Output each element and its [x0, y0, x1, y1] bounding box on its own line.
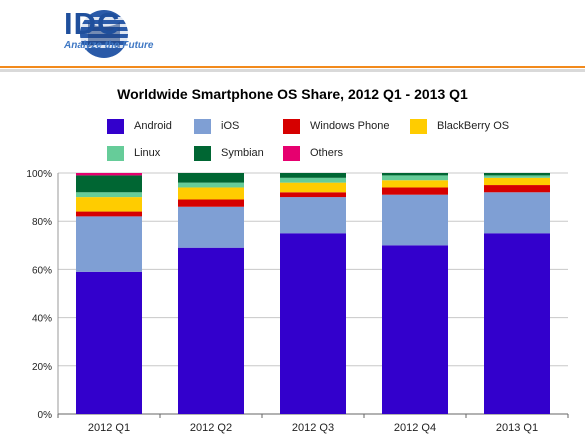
- legend-swatch: [194, 118, 211, 134]
- x-tick-label: 2012 Q1: [88, 422, 130, 434]
- legend-item-blackberry-os: BlackBerry OS: [410, 118, 509, 134]
- header-rule: [0, 66, 585, 68]
- bar-segment-windows-phone: [484, 185, 550, 193]
- bar-segment-windows-phone: [178, 199, 244, 207]
- bar-segment-ios: [484, 192, 550, 234]
- legend-swatch: [410, 118, 427, 134]
- bar-segment-android: [178, 247, 244, 414]
- y-tick-label: 80%: [32, 217, 52, 228]
- bar-segment-windows-phone: [382, 187, 448, 195]
- legend-swatch: [107, 118, 124, 134]
- bar-segment-ios: [76, 216, 142, 272]
- legend-label: BlackBerry OS: [437, 120, 510, 132]
- legend-item-symbian: Symbian: [194, 145, 264, 161]
- legend-label: Android: [134, 120, 172, 132]
- bar-segment-ios: [178, 206, 244, 248]
- bar-segment-linux: [76, 192, 142, 198]
- legend-label: Symbian: [221, 147, 264, 159]
- brand-tagline: Analyze the Future: [64, 40, 154, 51]
- x-tick-label: 2013 Q1: [496, 422, 538, 434]
- bar-segment-linux: [178, 182, 244, 188]
- bar-segment-linux: [484, 175, 550, 178]
- bar-segment-android: [382, 245, 448, 414]
- legend-swatch: [283, 118, 300, 134]
- legend-swatch: [194, 145, 211, 161]
- y-tick-label: 60%: [32, 265, 52, 276]
- legend-item-others: Others: [283, 145, 343, 161]
- bar-segment-blackberry-os: [382, 180, 448, 188]
- bar-segment-android: [280, 233, 346, 414]
- brand-name: IDC: [64, 6, 121, 41]
- bar-segment-blackberry-os: [484, 177, 550, 186]
- bar-segment-ios: [280, 197, 346, 234]
- bar-segment-symbian: [178, 173, 244, 183]
- y-tick-label: 100%: [26, 169, 52, 180]
- x-tick-label: 2012 Q3: [292, 422, 334, 434]
- legend-item-linux: Linux: [107, 145, 160, 161]
- bar-segment-windows-phone: [280, 192, 346, 198]
- bar-segment-symbian: [382, 173, 448, 176]
- x-tick-label: 2012 Q4: [394, 422, 436, 434]
- idc-globe-icon: [80, 10, 128, 58]
- y-tick-label: 40%: [32, 314, 52, 325]
- bar-segment-symbian: [484, 173, 550, 176]
- legend-label: Windows Phone: [310, 120, 390, 132]
- legend-swatch: [283, 145, 300, 161]
- header-shadow-rule: [0, 69, 585, 72]
- legend-item-ios: iOS: [194, 118, 239, 134]
- x-tick-label: 2012 Q2: [190, 422, 232, 434]
- bar-segment-android: [484, 233, 550, 414]
- bar-segment-windows-phone: [76, 211, 142, 217]
- bar-segment-blackberry-os: [280, 182, 346, 193]
- legend-label: Linux: [134, 147, 161, 159]
- y-tick-label: 0%: [38, 410, 53, 421]
- legend-label: iOS: [221, 120, 240, 132]
- bar-segment-ios: [382, 194, 448, 246]
- bar-segment-symbian: [76, 175, 142, 193]
- bar-segment-others: [76, 173, 142, 176]
- bar-segment-linux: [280, 177, 346, 183]
- bar-segment-symbian: [280, 173, 346, 178]
- bar-segment-blackberry-os: [178, 187, 244, 200]
- legend-label: Others: [310, 147, 344, 159]
- legend-item-android: Android: [107, 118, 172, 134]
- bar-segment-blackberry-os: [76, 197, 142, 212]
- bar-segment-android: [76, 271, 142, 414]
- header: IDC Analyze the Future: [0, 0, 585, 68]
- y-tick-label: 20%: [32, 362, 52, 373]
- chart-title: Worldwide Smartphone OS Share, 2012 Q1 -…: [117, 86, 468, 102]
- bar-segment-linux: [382, 175, 448, 181]
- legend-swatch: [107, 145, 124, 161]
- legend-item-windows-phone: Windows Phone: [283, 118, 390, 134]
